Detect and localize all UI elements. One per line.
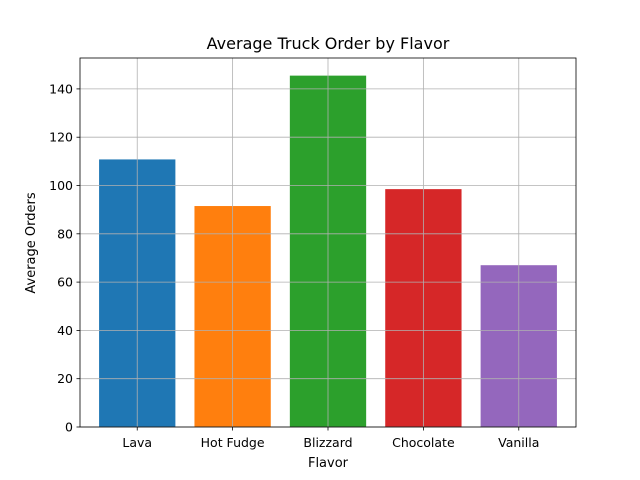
y-tick-label: 20 [57,371,73,386]
y-tick-label: 120 [49,130,73,145]
x-tick-label: Chocolate [392,435,455,450]
y-tick-label: 100 [49,178,73,193]
y-tick-label: 140 [49,81,73,96]
ticks: 0 20 40 60 80 100 120 140 Lava Hot Fudge Blizzard C… [49,81,539,450]
y-tick-label: 80 [57,226,73,241]
chart-title: Average Truck Order by Flavor [207,34,450,53]
x-tick-label: Hot Fudge [201,435,265,450]
x-tick-label: Blizzard [303,435,352,450]
y-tick-label: 40 [57,323,73,338]
x-tick-label: Vanilla [498,435,539,450]
y-tick-label: 0 [65,420,73,435]
x-axis-label: Flavor [308,456,349,471]
y-tick-label: 60 [57,275,73,290]
x-tick-label: Lava [122,435,152,450]
y-axis-label: Average Orders [24,192,39,293]
